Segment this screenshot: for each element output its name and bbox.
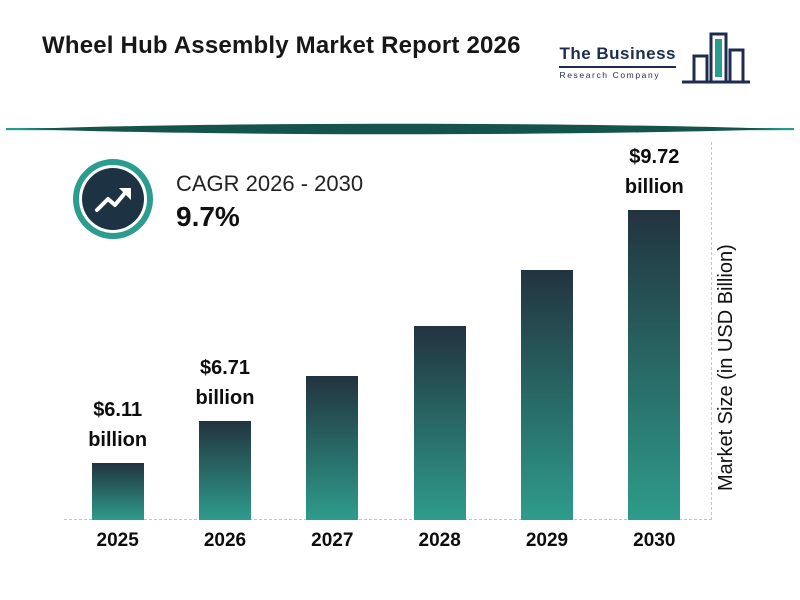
cagr-text: CAGR 2026 - 2030 9.7% [176, 171, 363, 233]
section-divider [6, 122, 794, 136]
bar-column: 2029 [493, 142, 600, 554]
growth-arrow-icon [72, 158, 154, 245]
page-title: Wheel Hub Assembly Market Report 2026 [42, 32, 521, 59]
x-axis-baseline [64, 519, 712, 520]
bar [91, 463, 144, 520]
logo-name: The Business [559, 44, 676, 68]
y-axis-title: Market Size (in USD Billion) [715, 244, 737, 492]
bar-column: 2027 [279, 142, 386, 554]
x-axis-label: 2029 [525, 530, 569, 551]
bar [413, 326, 466, 520]
bar-chart-logo-icon [680, 26, 758, 103]
company-logo: The Business Research Company [559, 26, 758, 103]
right-dashed-axis [711, 142, 712, 520]
x-axis-label: 2026 [203, 530, 247, 551]
bar [628, 210, 681, 520]
cagr-block: CAGR 2026 - 2030 9.7% [72, 158, 363, 245]
x-axis-label: 2025 [96, 530, 139, 551]
bar [198, 421, 251, 520]
bars-row: $6.11 billion 2025 $6.71 billion 2026 2027 2028… [64, 142, 708, 554]
logo-text: The Business Research Company [559, 44, 676, 80]
x-axis-label: 2027 [311, 530, 354, 551]
bar-column: $9.72 billion 2030 [601, 142, 708, 554]
bar-column: $6.71 billion 2026 [171, 142, 278, 554]
bar-column: $6.11 billion 2025 [64, 142, 171, 554]
cagr-label: CAGR 2026 - 2030 [176, 170, 364, 196]
bar-value-label: $9.72 billion [624, 146, 684, 198]
bar [306, 376, 359, 520]
bar-value-label: $6.71 billion [195, 357, 255, 409]
cagr-value: 9.7% [176, 200, 240, 232]
bar [520, 270, 573, 520]
bar-chart: $6.11 billion 2025 $6.71 billion 2026 2027 2028… [64, 142, 712, 554]
x-axis-label: 2028 [418, 530, 461, 551]
bar-value-label: $6.11 billion [88, 399, 148, 451]
x-axis-label: 2030 [633, 530, 676, 551]
logo-subname: Research Company [559, 70, 661, 80]
bar-column: 2028 [386, 142, 493, 554]
